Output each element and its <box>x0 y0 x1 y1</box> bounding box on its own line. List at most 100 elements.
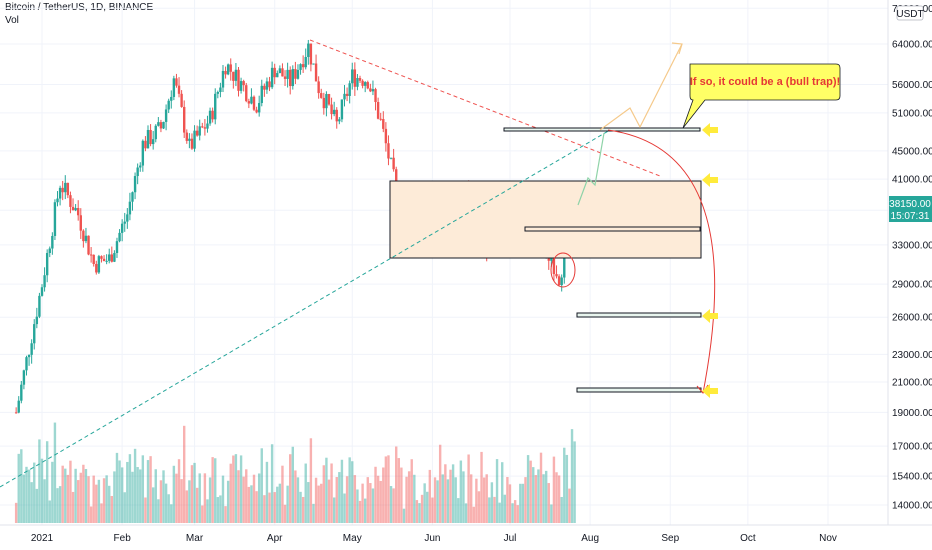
candle-body <box>309 43 313 65</box>
volume-bar <box>410 459 413 523</box>
price-tick-label: 21000.00 <box>892 378 932 389</box>
volume-bar <box>462 471 465 523</box>
volume-bar <box>162 470 165 523</box>
consolidation-range-box[interactable] <box>389 180 702 259</box>
volume-bar <box>252 474 256 523</box>
candle-body <box>53 202 57 236</box>
time-tick-label: Mar <box>186 533 204 544</box>
currency-badge-label: USDT <box>896 9 923 20</box>
candle-body <box>206 123 209 129</box>
dip-highlight-circle[interactable] <box>550 252 576 288</box>
projected-drop-arc[interactable] <box>607 129 716 394</box>
volume-bar <box>25 466 28 523</box>
candle-body <box>172 78 176 97</box>
volume-bar <box>126 461 129 523</box>
range-midline-zone[interactable] <box>524 226 701 232</box>
price-tick-label: 15400.00 <box>892 472 932 483</box>
candle-body <box>371 89 375 92</box>
time-tick-label: Nov <box>819 533 837 544</box>
candle-body <box>247 101 251 104</box>
ascending-trendline[interactable] <box>0 129 611 488</box>
volume-bar <box>273 492 276 523</box>
candle-body <box>363 82 367 86</box>
volume-bar <box>348 457 351 523</box>
candle-body <box>219 87 222 93</box>
volume-bar <box>87 476 90 523</box>
candle-body <box>69 195 72 207</box>
volume-bar <box>69 460 72 523</box>
volume-bar <box>327 479 331 523</box>
volume-bar <box>467 454 470 523</box>
candle-body <box>281 68 284 77</box>
volume-bar <box>513 500 517 523</box>
candle-body <box>144 140 147 149</box>
volume-bar <box>45 441 49 523</box>
candle-body <box>356 78 359 87</box>
candle-body <box>76 208 80 216</box>
volume-bar <box>335 477 338 523</box>
price-tick-label: 56000.00 <box>892 80 932 91</box>
volume-bar <box>151 487 155 523</box>
bull-trap-callout[interactable]: If so, it could be a (bull trap)! <box>682 63 841 129</box>
time-axis-ticks: 2021 Feb Mar Apr May Jun Jul Aug Sep Oct Nov <box>31 533 837 544</box>
volume-bar <box>343 493 346 523</box>
volume-bar <box>38 439 41 523</box>
projected-bull-path[interactable] <box>599 43 683 131</box>
volume-bar <box>307 482 310 523</box>
candle-body <box>317 81 320 94</box>
volume-bar <box>20 449 23 523</box>
candle-body <box>183 106 186 133</box>
support-zone-20500[interactable] <box>576 387 702 393</box>
candle-body <box>283 76 287 79</box>
volume-bar <box>216 497 220 523</box>
volume-bar <box>353 475 357 523</box>
volume-bar <box>206 499 209 523</box>
candle-body <box>136 167 139 177</box>
price-tick-label: 33000.00 <box>892 240 932 251</box>
candle-body <box>358 78 362 81</box>
volume-bar <box>557 475 561 523</box>
volume-bar <box>413 474 416 523</box>
candle-body <box>108 254 111 261</box>
price-axis-ticks: 14000.00 15400.00 17000.00 19000.00 21000.00… <box>892 4 932 512</box>
projected-green-path[interactable] <box>577 132 605 206</box>
volume-bar <box>475 478 478 523</box>
volume-bar <box>35 488 39 523</box>
candle-body <box>61 187 64 193</box>
volume-bar <box>363 498 367 523</box>
volume-bar <box>278 483 282 523</box>
candle-body <box>257 103 261 113</box>
volume-bar <box>451 464 455 523</box>
volume-bar <box>177 459 181 523</box>
candle-body <box>51 235 54 249</box>
volume-bar <box>374 466 377 523</box>
candle-body <box>170 96 173 101</box>
candle-body <box>113 252 116 262</box>
support-zone-26000[interactable] <box>576 312 702 318</box>
volume-bar <box>108 485 111 523</box>
price-tick-label: 14000.00 <box>892 501 932 512</box>
candle-body <box>110 254 114 262</box>
candle-body <box>201 126 204 128</box>
volume-bar <box>198 473 201 523</box>
last-price-value: 38150.00 <box>889 199 931 210</box>
price-tick-label: 19000.00 <box>892 408 932 419</box>
volume-bar <box>539 452 543 523</box>
volume-bar <box>389 486 393 523</box>
volume-bar <box>325 457 328 523</box>
price-tick-label: 17000.00 <box>892 442 932 453</box>
volume-bar <box>379 480 382 523</box>
candle-body <box>89 254 93 256</box>
currency-badge[interactable]: USDT <box>896 5 924 21</box>
volume-bar <box>436 480 439 523</box>
candle-body <box>387 143 390 159</box>
candle-body <box>56 198 59 203</box>
volume-bar <box>570 429 574 523</box>
volume-bar <box>397 458 401 523</box>
volume-bar <box>286 485 289 523</box>
descending-trendline[interactable] <box>309 39 661 177</box>
candle-body <box>278 68 282 74</box>
candle-body <box>25 357 28 371</box>
candle-body <box>154 125 157 140</box>
